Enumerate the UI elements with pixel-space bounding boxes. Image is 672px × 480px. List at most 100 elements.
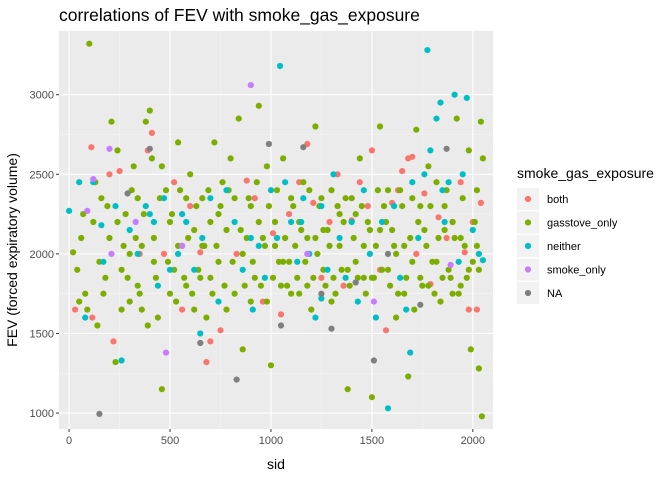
point-gasstove-only xyxy=(419,282,426,289)
point-neither xyxy=(451,91,458,98)
point-gasstove-only xyxy=(380,203,388,210)
point-neither xyxy=(183,218,190,226)
point-gasstove-only xyxy=(173,298,180,305)
point-neither xyxy=(288,218,295,226)
point-smoke-only xyxy=(108,250,115,257)
point-gasstove-only xyxy=(227,155,234,162)
point-gasstove-only xyxy=(237,226,244,234)
point-gasstove-only xyxy=(477,118,484,125)
point-neither xyxy=(273,234,281,242)
point-gasstove-only xyxy=(348,195,355,202)
point-smoke-only xyxy=(179,242,186,249)
point-both xyxy=(171,179,178,186)
point-gasstove-only xyxy=(261,242,268,249)
point-gasstove-only xyxy=(130,163,137,170)
point-gasstove-only xyxy=(126,298,133,305)
point-gasstove-only xyxy=(104,203,111,210)
point-gasstove-only xyxy=(401,290,408,297)
point-gasstove-only xyxy=(469,258,476,265)
point-neither xyxy=(354,298,361,305)
point-gasstove-only xyxy=(465,266,472,273)
plot-panel xyxy=(59,31,493,429)
point-neither xyxy=(475,250,482,257)
point-gasstove-only xyxy=(183,282,190,289)
point-gasstove-only xyxy=(239,346,246,353)
point-neither xyxy=(348,218,355,226)
point-gasstove-only xyxy=(273,187,281,194)
point-na xyxy=(197,339,204,347)
point-gasstove-only xyxy=(308,306,315,313)
point-neither xyxy=(231,218,238,226)
point-neither xyxy=(342,274,349,281)
point-gasstove-only xyxy=(421,226,428,234)
point-gasstove-only xyxy=(152,274,159,281)
point-gasstove-only xyxy=(312,123,319,130)
x-tick-label: 500 xyxy=(161,435,179,447)
point-neither xyxy=(424,47,431,54)
point-gasstove-only xyxy=(332,290,339,297)
point-both xyxy=(106,171,113,178)
point-gasstove-only xyxy=(215,258,222,265)
point-neither xyxy=(312,314,319,321)
point-gasstove-only xyxy=(300,179,307,186)
point-gasstove-only xyxy=(134,195,141,202)
point-gasstove-only xyxy=(241,282,248,289)
point-gasstove-only xyxy=(154,314,161,321)
point-gasstove-only xyxy=(231,290,238,297)
point-gasstove-only xyxy=(384,187,392,194)
legend-label-neither: neither xyxy=(547,241,581,253)
point-gasstove-only xyxy=(140,211,147,218)
point-gasstove-only xyxy=(401,242,408,249)
point-gasstove-only xyxy=(368,394,375,401)
point-gasstove-only xyxy=(360,274,367,281)
point-gasstove-only xyxy=(425,163,432,170)
point-gasstove-only xyxy=(292,242,299,249)
point-gasstove-only xyxy=(417,274,424,281)
point-gasstove-only xyxy=(263,163,270,170)
point-gasstove-only xyxy=(453,115,460,122)
point-gasstove-only xyxy=(282,234,289,242)
point-both xyxy=(286,211,293,218)
point-gasstove-only xyxy=(368,274,375,281)
point-na xyxy=(384,250,392,257)
point-neither xyxy=(175,250,182,257)
point-gasstove-only xyxy=(288,195,295,202)
point-gasstove-only xyxy=(203,314,210,321)
point-both xyxy=(72,306,79,313)
point-gasstove-only xyxy=(362,290,369,297)
point-neither xyxy=(267,187,275,194)
point-gasstove-only xyxy=(318,195,325,202)
point-gasstove-only xyxy=(114,147,121,154)
point-gasstove-only xyxy=(74,266,81,273)
point-smoke-only xyxy=(106,145,113,152)
point-gasstove-only xyxy=(221,282,228,289)
legend-label-smoke-only: smoke_only xyxy=(547,265,606,277)
point-both xyxy=(356,179,363,186)
point-gasstove-only xyxy=(407,234,414,242)
point-gasstove-only xyxy=(112,359,119,366)
point-gasstove-only xyxy=(193,203,200,210)
point-both xyxy=(364,203,371,210)
point-both xyxy=(197,249,204,256)
point-both xyxy=(187,203,194,210)
point-gasstove-only xyxy=(336,242,343,249)
point-gasstove-only xyxy=(473,242,480,249)
chart-title: correlations of FEV with smoke_gas_expos… xyxy=(59,5,420,26)
point-gasstove-only xyxy=(114,218,121,226)
point-gasstove-only xyxy=(366,226,373,234)
point-gasstove-only xyxy=(175,139,182,146)
point-gasstove-only xyxy=(102,274,109,281)
point-gasstove-only xyxy=(389,226,396,234)
point-gasstove-only xyxy=(374,187,381,194)
point-na xyxy=(370,357,377,364)
point-neither xyxy=(445,179,452,186)
point-gasstove-only xyxy=(138,242,145,249)
point-gasstove-only xyxy=(136,290,143,297)
point-gasstove-only xyxy=(207,218,214,226)
x-tick-label: 1000 xyxy=(259,435,283,447)
legend-label-both: both xyxy=(547,194,568,206)
x-axis-title: sid xyxy=(267,456,285,472)
point-na xyxy=(318,290,325,297)
legend-title: smoke_gas_exposure xyxy=(517,165,654,181)
point-both xyxy=(461,249,468,256)
